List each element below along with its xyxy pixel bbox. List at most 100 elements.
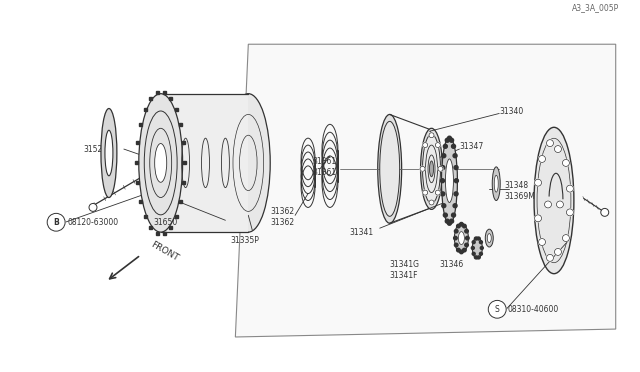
- Circle shape: [456, 248, 460, 252]
- Ellipse shape: [139, 94, 182, 232]
- Circle shape: [442, 154, 446, 158]
- Circle shape: [445, 219, 449, 223]
- Circle shape: [453, 154, 457, 158]
- Text: B: B: [53, 218, 59, 227]
- Circle shape: [472, 241, 475, 244]
- Circle shape: [566, 185, 573, 192]
- Bar: [183, 161, 186, 164]
- Bar: [175, 215, 178, 218]
- Text: A3_3A_005P: A3_3A_005P: [572, 4, 619, 13]
- Bar: [163, 91, 166, 94]
- Bar: [156, 232, 159, 235]
- Circle shape: [449, 138, 454, 142]
- Circle shape: [420, 166, 425, 171]
- Ellipse shape: [454, 223, 468, 253]
- Ellipse shape: [601, 208, 609, 217]
- Text: 31369M: 31369M: [504, 192, 535, 201]
- Circle shape: [454, 166, 458, 170]
- Circle shape: [534, 179, 541, 186]
- Text: 31341G: 31341G: [390, 260, 420, 269]
- Circle shape: [454, 243, 458, 247]
- Circle shape: [538, 155, 545, 163]
- Bar: [149, 226, 152, 229]
- Circle shape: [465, 230, 468, 233]
- Circle shape: [447, 136, 451, 140]
- Circle shape: [477, 237, 480, 240]
- Circle shape: [435, 142, 440, 148]
- Bar: [149, 97, 152, 100]
- Text: 31650: 31650: [154, 218, 178, 227]
- Text: 31361: 31361: [312, 168, 336, 177]
- Circle shape: [440, 179, 444, 183]
- Text: 08310-40600: 08310-40600: [507, 305, 559, 314]
- Text: 31362: 31362: [270, 207, 294, 216]
- Circle shape: [452, 144, 456, 148]
- Ellipse shape: [101, 109, 117, 198]
- Ellipse shape: [380, 121, 399, 217]
- Circle shape: [474, 256, 477, 259]
- Circle shape: [442, 204, 446, 208]
- Circle shape: [47, 214, 65, 231]
- Circle shape: [472, 252, 475, 255]
- Circle shape: [479, 241, 483, 244]
- Circle shape: [422, 190, 428, 195]
- Circle shape: [563, 160, 570, 166]
- Text: 31528: 31528: [83, 145, 107, 154]
- Circle shape: [444, 213, 447, 217]
- Bar: [169, 97, 172, 100]
- Ellipse shape: [422, 134, 440, 203]
- Circle shape: [477, 256, 480, 259]
- Circle shape: [441, 166, 445, 170]
- Circle shape: [460, 222, 463, 226]
- Ellipse shape: [420, 128, 442, 209]
- Circle shape: [547, 140, 554, 147]
- Circle shape: [422, 142, 428, 148]
- Circle shape: [563, 235, 570, 241]
- Ellipse shape: [378, 115, 402, 223]
- Circle shape: [444, 144, 447, 148]
- Ellipse shape: [227, 94, 270, 232]
- Bar: [143, 215, 147, 218]
- Circle shape: [454, 236, 457, 240]
- Circle shape: [429, 200, 434, 205]
- Ellipse shape: [89, 203, 97, 211]
- Text: 31361: 31361: [312, 157, 336, 166]
- Circle shape: [471, 247, 474, 250]
- Circle shape: [429, 133, 434, 138]
- Circle shape: [479, 252, 483, 255]
- Bar: [139, 200, 142, 203]
- Circle shape: [538, 238, 545, 246]
- Ellipse shape: [492, 167, 500, 201]
- Bar: [156, 91, 159, 94]
- Circle shape: [454, 192, 458, 196]
- Bar: [136, 141, 140, 144]
- Text: 31340: 31340: [499, 107, 524, 116]
- Bar: [179, 200, 182, 203]
- Circle shape: [438, 166, 443, 171]
- Bar: [182, 182, 185, 185]
- Polygon shape: [161, 94, 248, 232]
- Circle shape: [463, 248, 466, 252]
- Circle shape: [465, 236, 469, 240]
- Text: 31335P: 31335P: [230, 235, 259, 244]
- Text: FRONT: FRONT: [148, 240, 180, 263]
- Text: 31346: 31346: [440, 260, 464, 269]
- Bar: [136, 182, 140, 185]
- Ellipse shape: [458, 232, 465, 244]
- Polygon shape: [236, 44, 616, 337]
- Circle shape: [534, 215, 541, 222]
- Bar: [163, 232, 166, 235]
- Bar: [179, 123, 182, 126]
- Circle shape: [445, 138, 449, 142]
- Text: 08120-63000: 08120-63000: [67, 218, 118, 227]
- Ellipse shape: [487, 234, 492, 243]
- Text: 31347: 31347: [460, 142, 484, 151]
- Ellipse shape: [442, 137, 458, 224]
- Circle shape: [454, 230, 458, 233]
- Circle shape: [547, 254, 554, 261]
- Ellipse shape: [105, 130, 113, 176]
- Bar: [135, 161, 138, 164]
- Bar: [143, 108, 147, 110]
- Circle shape: [480, 247, 483, 250]
- Circle shape: [463, 224, 466, 228]
